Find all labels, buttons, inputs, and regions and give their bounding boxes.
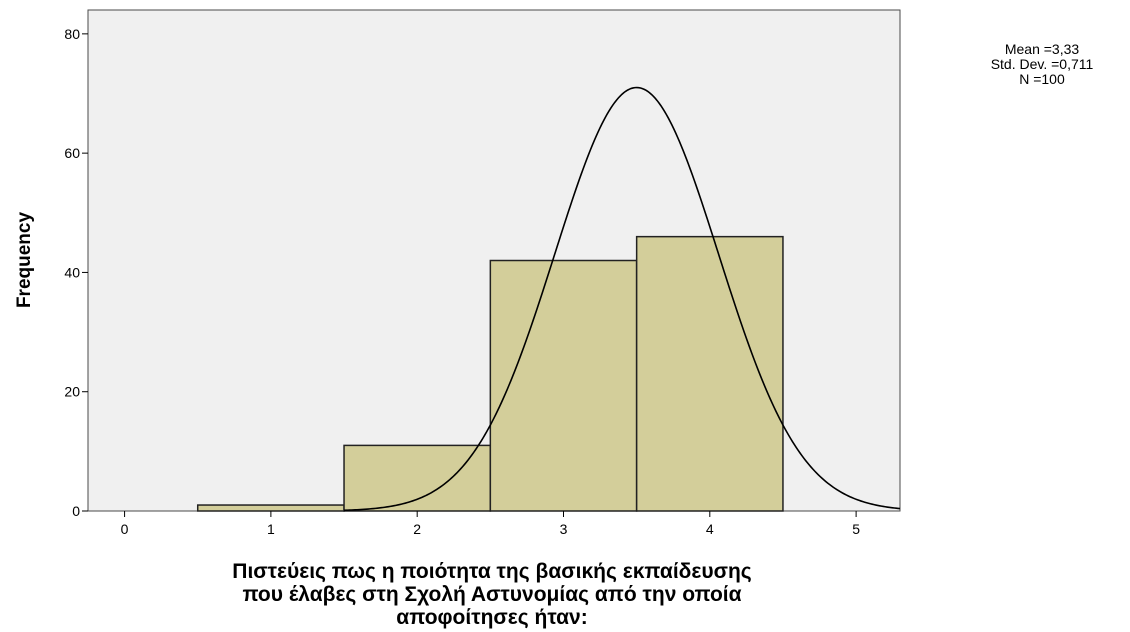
x-axis-label-line: αποφοίτησες ήταν: [396, 606, 587, 629]
x-tick-label: 1 [267, 521, 275, 537]
x-tick-label: 3 [560, 521, 568, 537]
x-tick-label: 5 [852, 521, 860, 537]
stats-line: Mean =3,33 [1005, 41, 1080, 57]
y-tick-label: 20 [64, 384, 80, 400]
x-axis-label: Πιστεύεις πως η ποιότητα της βασικής εκπ… [232, 560, 751, 629]
x-tick-label: 2 [413, 521, 421, 537]
x-axis-label-line: Πιστεύεις πως η ποιότητα της βασικής εκπ… [232, 560, 751, 583]
histogram-bar-2 [343, 444, 492, 512]
stats-line: N =100 [1019, 71, 1065, 87]
stats-line: Std. Dev. =0,711 [991, 56, 1094, 72]
y-tick-label: 0 [72, 503, 80, 519]
y-tick-label: 40 [64, 264, 80, 280]
y-axis-label: Frequency [14, 212, 35, 309]
histogram-bar-1 [196, 504, 345, 512]
x-axis: 0 1 2 3 4 5 [121, 511, 860, 537]
histogram-bar-4 [635, 235, 784, 512]
y-axis: 0 20 40 60 80 [64, 26, 88, 519]
normal-curve [344, 86, 901, 512]
x-tick-label: 0 [121, 521, 129, 537]
x-tick-label: 4 [706, 521, 714, 537]
y-tick-label: 60 [64, 145, 80, 161]
bars-group [196, 235, 784, 512]
y-tick-label: 80 [64, 26, 80, 42]
histogram-bar-3 [489, 259, 638, 512]
x-axis-label-line: που έλαβες στη Σχολή Αστυνομίας από την … [242, 583, 741, 606]
